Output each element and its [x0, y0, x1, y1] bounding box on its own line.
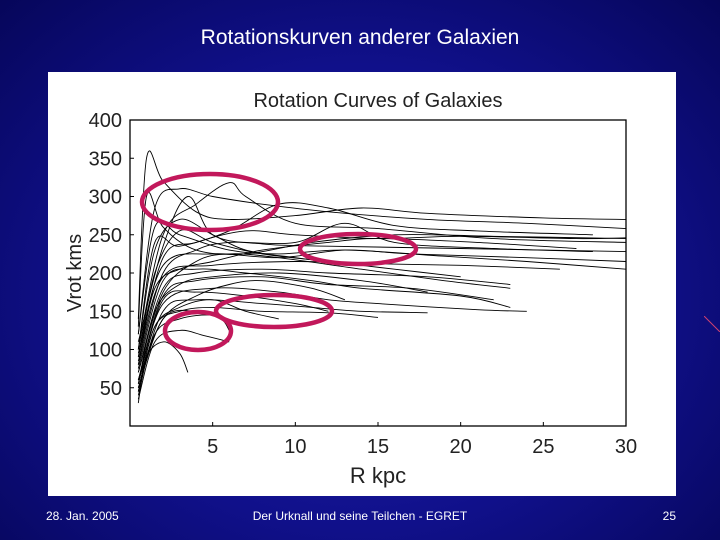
- rotation-curve-line: [137, 268, 511, 369]
- rotation-curve-line: [137, 314, 238, 396]
- x-tick-label: 20: [450, 436, 472, 458]
- x-tick-label: 30: [615, 436, 637, 458]
- rotation-curve-line: [137, 238, 577, 365]
- highlight-ellipse: [139, 171, 281, 233]
- rotation-curve-line: [137, 329, 230, 400]
- rotation-curve-line: [137, 222, 593, 365]
- footer-date: 28. Jan. 2005: [46, 509, 119, 523]
- rotation-curve-line: [137, 249, 627, 354]
- rotation-curve-line: [137, 182, 627, 350]
- rotation-curve-line: [137, 253, 511, 373]
- chart-panel: Rotation Curves of Galaxies R kpc Vrot k…: [48, 72, 676, 496]
- x-tick-label: 25: [532, 436, 554, 458]
- highlight-ellipse: [162, 309, 234, 353]
- y-tick-label: 400: [89, 110, 122, 132]
- footer-center-text: Der Urknall und seine Teilchen - EGRET: [252, 509, 468, 523]
- rotation-curve-line: [137, 230, 627, 358]
- x-tick-label: 10: [284, 436, 306, 458]
- rotation-curve-line: [137, 196, 627, 343]
- rotation-curve-line: [137, 188, 627, 335]
- rotation-curve-line: [137, 202, 593, 350]
- chart-title: Rotation Curves of Galaxies: [253, 90, 502, 112]
- page-number: 25: [662, 509, 676, 523]
- rotation-curve-line: [137, 290, 329, 381]
- rotation-curve-line: [137, 192, 627, 327]
- x-axis-label: R kpc: [350, 463, 406, 488]
- rotation-curve-line: [137, 268, 511, 373]
- decorative-line: [704, 316, 720, 332]
- y-tick-label: 100: [89, 340, 122, 362]
- rotation-curve-line: [137, 272, 428, 384]
- y-axis-label: Vrot kms: [64, 234, 86, 312]
- y-tick-label: 350: [89, 148, 122, 170]
- plot-frame: [129, 119, 627, 427]
- rotation-curve-line: [137, 280, 346, 381]
- y-tick-label: 200: [89, 263, 122, 285]
- rotation-curve-line: [137, 287, 527, 385]
- highlight-ellipse: [297, 231, 419, 267]
- rotation-curve-line: [137, 276, 494, 381]
- y-tick-label: 50: [100, 378, 122, 400]
- slide-title: Rotationskurven anderer Galaxien: [200, 26, 520, 49]
- rotation-curve-line: [137, 299, 428, 388]
- x-tick-label: 5: [207, 436, 218, 458]
- y-tick-label: 150: [89, 301, 122, 323]
- rotation-curves-chart: Rotation Curves of Galaxies R kpc Vrot k…: [64, 90, 637, 488]
- rotation-curve-line: [137, 299, 279, 392]
- y-tick-label: 250: [89, 225, 122, 247]
- rotation-curve-line: [137, 220, 627, 335]
- rotation-curve-line: [137, 229, 461, 358]
- highlight-ellipse: [213, 292, 335, 330]
- y-tick-label: 300: [89, 187, 122, 209]
- x-tick-label: 15: [367, 436, 389, 458]
